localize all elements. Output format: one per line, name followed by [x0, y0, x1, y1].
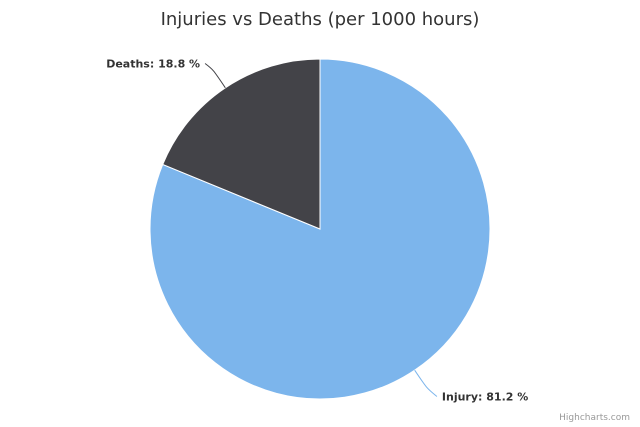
data-labels: Injury: 81.2 % Deaths: 18.8 % — [106, 58, 528, 404]
credits-link[interactable]: Highcharts.com — [559, 413, 630, 423]
pie-slice-deaths[interactable] — [162, 58, 321, 230]
connector-deaths — [204, 63, 226, 89]
data-label-deaths: Deaths: 18.8 % — [106, 58, 200, 71]
chart-title: Injuries vs Deaths (per 1000 hours) — [161, 9, 480, 30]
label-connectors — [204, 63, 438, 397]
connector-injury — [414, 369, 438, 397]
data-label-injury: Injury: 81.2 % — [442, 390, 528, 403]
pie-slices — [149, 58, 491, 400]
